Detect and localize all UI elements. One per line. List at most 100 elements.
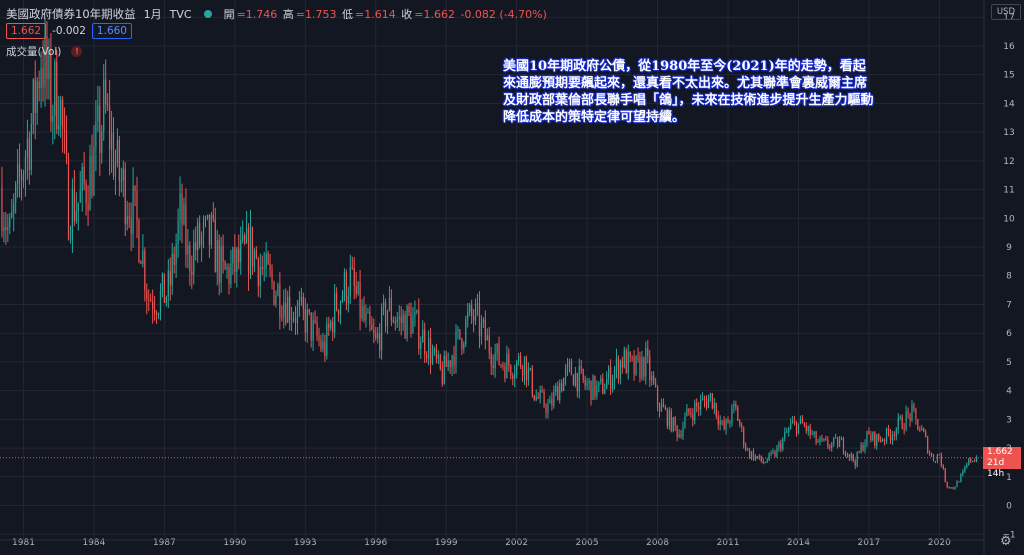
candle-body — [688, 408, 690, 413]
candle-body — [232, 247, 234, 264]
candle-body — [788, 428, 790, 432]
candle-body — [653, 375, 655, 384]
sell-button[interactable]: 1.662 — [6, 23, 47, 39]
candle-body — [365, 313, 367, 321]
candle-body — [220, 245, 222, 284]
candle-body — [384, 301, 387, 327]
candle-body — [868, 430, 870, 435]
candle-body — [829, 446, 831, 449]
candle-body — [261, 267, 263, 269]
candle-body — [443, 355, 445, 384]
candle-body — [701, 398, 704, 400]
gear-icon[interactable]: ⚙ — [1000, 534, 1012, 549]
candle-body — [502, 364, 504, 367]
candle-body — [891, 435, 894, 440]
candle-body — [835, 437, 837, 439]
warning-icon[interactable]: ! — [71, 46, 83, 57]
candle-body — [905, 411, 907, 430]
candle-body — [314, 320, 316, 322]
candle-body — [435, 348, 438, 359]
candle-body — [844, 452, 847, 456]
candle-body — [402, 314, 404, 323]
y-tick-label: −1 — [1002, 530, 1015, 540]
candle-body — [283, 302, 285, 317]
buy-button[interactable]: 1.660 — [91, 23, 132, 39]
candle-body — [856, 452, 858, 466]
candle-body — [259, 267, 261, 286]
candle-body — [780, 443, 782, 450]
candle-body — [95, 121, 97, 147]
candle-body — [547, 403, 549, 413]
candle-body — [392, 320, 394, 323]
candle-body — [621, 360, 623, 368]
candle-body — [30, 124, 32, 171]
candle-body — [609, 367, 612, 390]
candle-body — [62, 99, 64, 129]
candle-body — [514, 374, 516, 379]
candle-body — [24, 157, 27, 174]
candle-body — [285, 302, 287, 323]
y-tick-label: 5 — [1006, 358, 1012, 368]
candle-body — [790, 423, 792, 429]
candle-body — [287, 296, 289, 323]
candle-body — [707, 398, 710, 409]
candle-body — [692, 414, 694, 421]
candle-body — [353, 268, 355, 286]
candle-body — [5, 227, 7, 230]
candle-body — [964, 467, 966, 472]
currency-button[interactable]: USD — [991, 4, 1021, 20]
candle-body — [71, 188, 74, 239]
candle-body — [748, 449, 751, 458]
candle-body — [300, 296, 302, 302]
candle-body — [334, 292, 336, 333]
candle-body — [42, 68, 44, 88]
symbol-title[interactable]: 美國政府債券10年期收益 — [6, 7, 136, 21]
candle-body — [645, 348, 647, 377]
x-tick-label: 2002 — [505, 538, 528, 548]
candle-body — [944, 468, 946, 483]
candle-body — [903, 428, 905, 430]
candle-body — [927, 436, 929, 453]
candle-body — [572, 375, 575, 386]
candle-body — [257, 258, 259, 286]
candle-body — [189, 245, 191, 272]
candle-body — [774, 451, 776, 457]
candle-body — [17, 164, 19, 184]
candle-body — [909, 413, 911, 421]
candle-body — [224, 261, 226, 270]
candle-body — [533, 395, 535, 401]
candle-body — [216, 240, 218, 273]
interval-label[interactable]: 1月 — [143, 8, 162, 21]
candle-body — [469, 304, 471, 313]
candle-body — [449, 360, 451, 368]
candle-body — [255, 250, 257, 259]
candle-body — [968, 458, 970, 465]
candle-body — [700, 399, 702, 410]
candle-body — [277, 284, 279, 296]
candle-body — [899, 416, 901, 418]
candle-body — [606, 379, 608, 390]
candle-body — [805, 425, 807, 432]
candle-body — [103, 79, 105, 132]
candle-body — [559, 383, 561, 401]
candle-body — [703, 398, 706, 401]
y-tick-label: 16 — [1003, 42, 1015, 52]
candle-body — [819, 437, 821, 443]
candle-body — [275, 295, 277, 305]
candle-body — [613, 370, 616, 381]
open-label: 開 — [223, 8, 235, 21]
candle-body — [682, 426, 684, 437]
candle-body — [142, 250, 144, 265]
candle-body — [218, 240, 220, 284]
candle-body — [523, 356, 526, 376]
candle-body — [326, 323, 328, 356]
y-tick-label: 6 — [1006, 329, 1012, 339]
candle-body — [161, 273, 164, 292]
candle-body — [406, 305, 408, 339]
candle-body — [302, 296, 304, 309]
candle-body — [596, 385, 598, 397]
candle-body — [662, 403, 665, 408]
volume-label[interactable]: 成交量(Vol) — [6, 46, 62, 58]
candle-body — [746, 449, 749, 451]
